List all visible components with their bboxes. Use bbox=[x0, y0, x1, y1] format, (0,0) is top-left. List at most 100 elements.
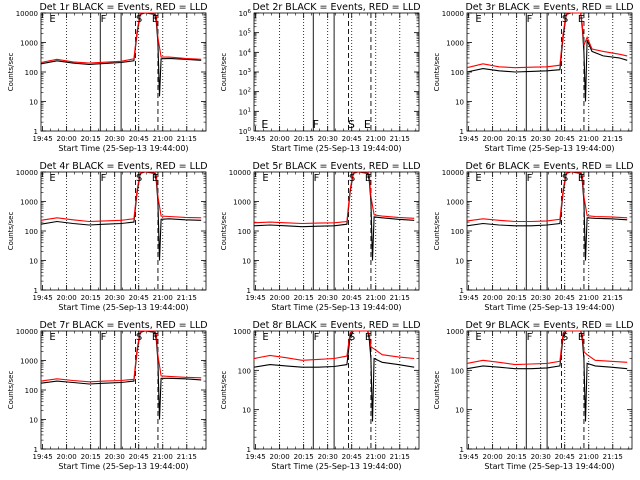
y-tick-label: 10 bbox=[242, 258, 251, 266]
y-axis-label: Counts/sec bbox=[7, 212, 15, 251]
event-marker-label: E bbox=[364, 118, 371, 131]
y-tick-label: 100 bbox=[451, 367, 464, 375]
x-tick-label: 20:45 bbox=[555, 294, 575, 302]
lld-series-line bbox=[253, 330, 415, 361]
event-marker-label: S bbox=[349, 332, 355, 343]
x-tick-label: 20:45 bbox=[342, 453, 362, 461]
x-tick-label: 20:00 bbox=[270, 135, 290, 143]
x-tick-label: 20:15 bbox=[507, 294, 527, 302]
event-marker-label: S bbox=[136, 173, 142, 184]
x-tick-label: 20:30 bbox=[105, 453, 125, 461]
y-tick-label: 1 bbox=[460, 128, 464, 136]
y-axis-label: Counts/sec bbox=[7, 371, 15, 410]
detector-panel: Det 9r BLACK = Events, RED = LLD 1 10 100 10… bbox=[433, 320, 634, 471]
panel-title: Det 6r BLACK = Events, RED = LLD bbox=[465, 161, 633, 172]
detector-panel: Det 6r BLACK = Events, RED = LLD 1 10 100 10… bbox=[433, 161, 634, 312]
x-tick-label: 21:15 bbox=[390, 135, 410, 143]
events-series-line bbox=[40, 12, 202, 97]
plot-frame bbox=[253, 12, 420, 132]
x-tick-label: 21:15 bbox=[603, 453, 623, 461]
y-axis-label: Counts/sec bbox=[433, 53, 441, 92]
y-axis-label: Counts/sec bbox=[220, 53, 228, 92]
x-tick-label: 21:00 bbox=[579, 294, 599, 302]
y-tick-label: 1 bbox=[247, 287, 251, 295]
event-marker-label: F bbox=[314, 332, 320, 343]
event-marker-label: F bbox=[527, 14, 533, 25]
lld-series-line bbox=[40, 171, 202, 223]
plot-frame bbox=[40, 12, 207, 132]
y-tick-label: 1 bbox=[34, 446, 38, 454]
y-tick-label: 10 bbox=[29, 417, 38, 425]
x-tick-label: 21:00 bbox=[366, 453, 386, 461]
x-tick-label: 19:45 bbox=[246, 135, 266, 143]
detector-panel: Det 1r BLACK = Events, RED = LLD 1 10 100 10… bbox=[7, 2, 208, 153]
x-tick-label: 20:15 bbox=[294, 453, 314, 461]
y-axis-label: Counts/sec bbox=[7, 53, 15, 92]
x-tick-label: 20:30 bbox=[318, 453, 338, 461]
y-axis-label: Counts/sec bbox=[220, 371, 228, 410]
x-tick-label: 20:30 bbox=[105, 135, 125, 143]
x-tick-label: 19:45 bbox=[246, 453, 266, 461]
x-tick-label: 20:00 bbox=[57, 453, 77, 461]
x-tick-label: 20:15 bbox=[81, 453, 101, 461]
y-tick-label: 10000 bbox=[442, 10, 464, 18]
y-tick-label: 100 bbox=[25, 69, 38, 77]
lld-series-line bbox=[466, 171, 628, 223]
x-tick-label: 19:45 bbox=[33, 294, 53, 302]
event-marker-label: F bbox=[101, 173, 107, 184]
x-tick-label: 21:15 bbox=[390, 453, 410, 461]
x-axis-label: Start Time (25-Sep-13 19:44:00) bbox=[58, 462, 188, 471]
lld-series-line bbox=[40, 12, 202, 64]
y-tick-label: 105 bbox=[239, 29, 252, 38]
x-tick-label: 21:00 bbox=[153, 453, 173, 461]
x-tick-label: 19:45 bbox=[33, 135, 53, 143]
event-marker-label: S bbox=[348, 118, 355, 131]
detector-panel: Det 2r BLACK = Events, RED = LLD 100 101 10… bbox=[220, 2, 421, 153]
x-tick-label: 20:15 bbox=[294, 135, 314, 143]
event-marker-label: E bbox=[262, 332, 268, 343]
lld-series-line bbox=[466, 12, 628, 69]
y-tick-label: 1000 bbox=[233, 328, 251, 336]
y-tick-label: 10 bbox=[29, 258, 38, 266]
y-tick-label: 106 bbox=[239, 9, 252, 18]
y-tick-label: 1000 bbox=[20, 358, 38, 366]
events-series-line bbox=[253, 171, 415, 261]
y-tick-label: 10 bbox=[29, 99, 38, 107]
y-tick-label: 100 bbox=[451, 228, 464, 236]
panel-title: Det 8r BLACK = Events, RED = LLD bbox=[252, 320, 420, 331]
y-tick-label: 100 bbox=[239, 127, 252, 136]
y-tick-label: 100 bbox=[25, 228, 38, 236]
x-tick-label: 21:00 bbox=[366, 294, 386, 302]
panel-title: Det 4r BLACK = Events, RED = LLD bbox=[39, 161, 207, 172]
lld-series-line bbox=[253, 171, 415, 225]
x-tick-label: 21:15 bbox=[177, 453, 197, 461]
y-tick-label: 1 bbox=[247, 446, 251, 454]
panel-title: Det 5r BLACK = Events, RED = LLD bbox=[252, 161, 420, 172]
y-tick-label: 10 bbox=[242, 407, 251, 415]
event-marker-label: E bbox=[475, 332, 481, 343]
x-tick-label: 21:00 bbox=[579, 453, 599, 461]
y-tick-label: 10000 bbox=[16, 10, 38, 18]
x-axis-label: Start Time (25-Sep-13 19:44:00) bbox=[271, 303, 401, 312]
y-tick-label: 10000 bbox=[16, 328, 38, 336]
y-tick-label: 10 bbox=[455, 258, 464, 266]
x-tick-label: 20:45 bbox=[129, 453, 149, 461]
x-tick-label: 20:15 bbox=[507, 453, 527, 461]
x-tick-label: 19:45 bbox=[459, 294, 479, 302]
x-axis-label: Start Time (25-Sep-13 19:44:00) bbox=[484, 144, 614, 153]
x-tick-label: 20:45 bbox=[555, 135, 575, 143]
event-marker-label: F bbox=[313, 118, 319, 131]
event-marker-label: F bbox=[101, 14, 107, 25]
x-tick-label: 20:45 bbox=[555, 453, 575, 461]
x-tick-label: 21:00 bbox=[579, 135, 599, 143]
x-tick-label: 20:00 bbox=[483, 135, 503, 143]
x-tick-label: 21:15 bbox=[177, 294, 197, 302]
events-series-line bbox=[40, 171, 202, 261]
y-tick-label: 101 bbox=[239, 107, 251, 116]
y-tick-label: 10000 bbox=[229, 169, 251, 177]
x-axis-label: Start Time (25-Sep-13 19:44:00) bbox=[484, 303, 614, 312]
panel-title: Det 3r BLACK = Events, RED = LLD bbox=[465, 2, 633, 13]
x-tick-label: 21:15 bbox=[603, 135, 623, 143]
x-tick-label: 20:45 bbox=[342, 294, 362, 302]
